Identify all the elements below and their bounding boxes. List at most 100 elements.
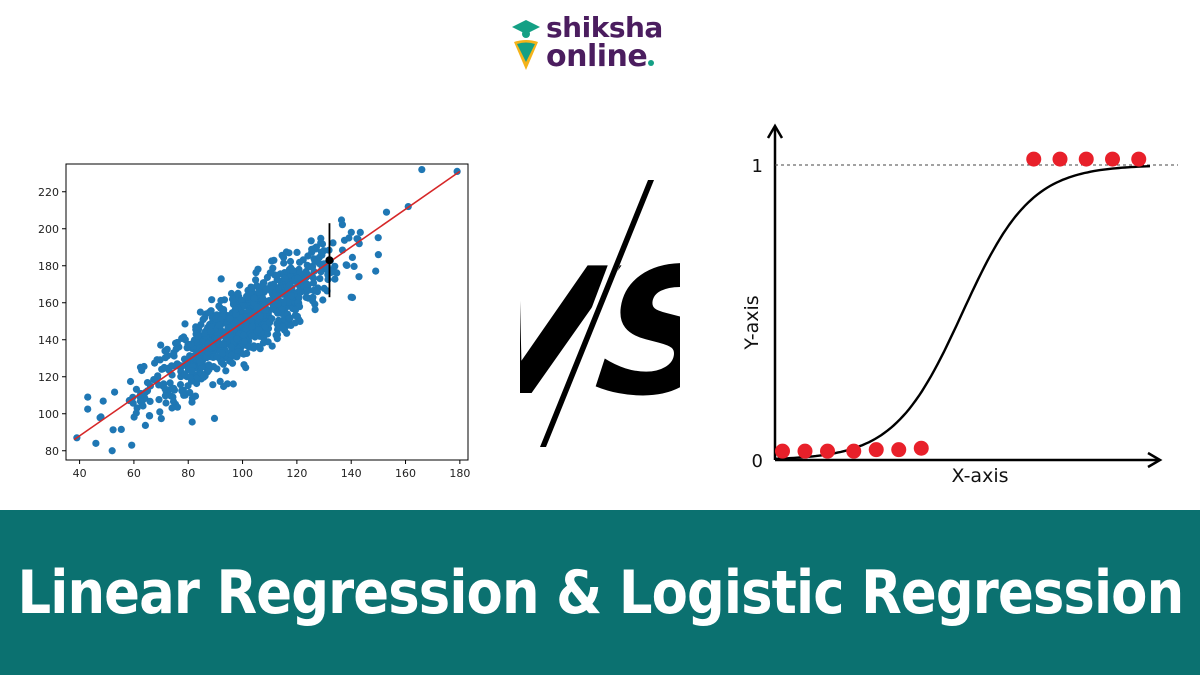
scatter-point <box>240 350 248 358</box>
scatter-point <box>196 308 204 316</box>
scatter-point <box>350 262 358 270</box>
y-axis-label: Y-axis <box>741 295 763 350</box>
vs-label: VS <box>520 232 680 435</box>
scatter-point <box>200 372 208 380</box>
highlight-point <box>325 256 334 265</box>
scatter-point <box>307 237 315 245</box>
scatter-point <box>224 324 232 332</box>
scatter-point <box>162 399 170 407</box>
scatter-point <box>133 404 141 412</box>
page-title: Linear Regression & Logistic Regression <box>17 557 1184 628</box>
y-tick-label: 120 <box>38 371 59 384</box>
scatter-point <box>294 274 302 282</box>
scatter-point <box>160 363 168 372</box>
scatter-point <box>253 303 261 311</box>
scatter-point <box>220 306 228 314</box>
title-banner: Linear Regression & Logistic Regression <box>0 510 1200 675</box>
y-tick-label: 160 <box>38 297 59 310</box>
regression-line <box>73 170 461 441</box>
scatter-point <box>217 275 225 283</box>
scatter-point <box>333 269 341 277</box>
scatter-point <box>374 251 382 259</box>
scatter-point <box>308 248 316 256</box>
scatter-point <box>176 381 185 389</box>
logo-line-2: online <box>546 42 655 72</box>
scatter-point <box>187 340 195 348</box>
scatter-point <box>311 306 319 314</box>
scatter-point <box>309 279 318 287</box>
scatter-point <box>268 342 276 350</box>
scatter-point <box>270 256 278 264</box>
scatter-point <box>242 364 250 372</box>
class-0-point <box>891 442 907 458</box>
scatter-point <box>231 305 239 314</box>
logo-dot <box>648 60 655 66</box>
scatter-point <box>155 396 163 404</box>
scatter-point <box>239 331 248 339</box>
scatter-point <box>136 363 145 371</box>
x-tick-label: 120 <box>286 467 307 480</box>
scatter-point <box>317 234 325 242</box>
scatter-point <box>286 257 295 266</box>
scatter-point <box>289 266 297 274</box>
scatter-point <box>372 267 380 275</box>
scatter-point <box>128 441 136 449</box>
scatter-point <box>226 315 234 323</box>
y-tick-label: 220 <box>38 186 59 199</box>
scatter-point <box>161 354 169 362</box>
scatter-point <box>183 355 191 363</box>
scatter-point <box>337 216 346 224</box>
scatter-point <box>92 439 100 447</box>
logistic-regression-chart: 0 1 X-axis Y-axis <box>741 123 1178 487</box>
scatter-point <box>303 280 311 288</box>
shiksha-online-logo: shiksha online <box>508 12 688 76</box>
scatter-point <box>168 404 176 412</box>
x-tick-label: 80 <box>181 467 195 480</box>
sigmoid-curve <box>774 165 1151 460</box>
scatter-point <box>255 288 263 296</box>
scatter-point <box>117 425 125 433</box>
scatter-point <box>188 367 196 375</box>
scatter-point <box>329 239 337 247</box>
scatter-point <box>296 258 304 266</box>
scatter-point <box>179 388 187 396</box>
scatter-point <box>194 332 202 340</box>
scatter-point <box>169 397 178 406</box>
y-tick-label: 80 <box>45 445 59 458</box>
scatter-point <box>320 284 328 292</box>
vs-graphic: VS <box>520 180 680 450</box>
scatter-point <box>161 347 169 355</box>
scatter-point <box>229 380 237 388</box>
scatter-point <box>266 269 274 277</box>
x-tick-label: 160 <box>395 467 416 480</box>
scatter-point <box>170 349 178 357</box>
x-axis-arrow <box>1147 451 1163 469</box>
scatter-point <box>196 358 204 366</box>
scatter-point <box>331 275 339 283</box>
scatter-point <box>173 403 182 411</box>
scatter-point <box>222 367 230 375</box>
scatter-point <box>306 263 314 271</box>
x-tick-label: 180 <box>449 467 470 480</box>
class-1-point <box>1052 151 1068 167</box>
y-tick-label: 1 <box>752 156 763 177</box>
scatter-point <box>279 323 287 331</box>
scatter-point <box>262 285 270 293</box>
class-1-point <box>1026 151 1042 167</box>
scatter-point <box>215 321 223 329</box>
scatter-point <box>181 320 189 328</box>
scatter-point <box>156 408 164 416</box>
y-tick-label: 200 <box>38 223 59 236</box>
scatter-point <box>280 253 288 261</box>
scatter-point <box>255 326 263 334</box>
scatter-point <box>150 376 158 384</box>
scatter-point <box>281 274 289 282</box>
scatter-point <box>343 261 351 269</box>
scatter-point <box>280 259 288 267</box>
scatter-point <box>227 351 236 359</box>
scatter-point <box>273 271 281 279</box>
scatter-point <box>220 382 228 391</box>
class-1-point <box>1105 151 1120 167</box>
x-tick-label: 60 <box>127 467 141 480</box>
scatter-point <box>218 349 226 357</box>
